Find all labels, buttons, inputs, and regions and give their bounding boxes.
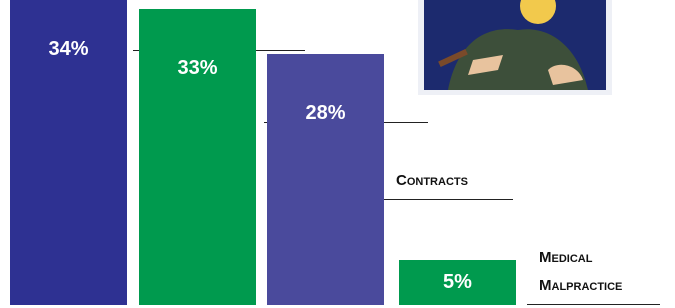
value-label: 34% xyxy=(10,38,127,61)
bar xyxy=(267,54,384,305)
page: 34%Auto Accidents33%Miscellaneous28%Cont… xyxy=(0,0,675,308)
judge-clipart xyxy=(418,0,612,95)
category-label: Medical Malpractice xyxy=(527,244,660,305)
value-label: 5% xyxy=(399,271,516,294)
value-label: 28% xyxy=(267,102,384,125)
chart: 34%Auto Accidents33%Miscellaneous28%Cont… xyxy=(0,0,675,308)
bar xyxy=(139,9,256,305)
category-label: Contracts xyxy=(384,167,513,200)
value-label: 33% xyxy=(139,57,256,80)
